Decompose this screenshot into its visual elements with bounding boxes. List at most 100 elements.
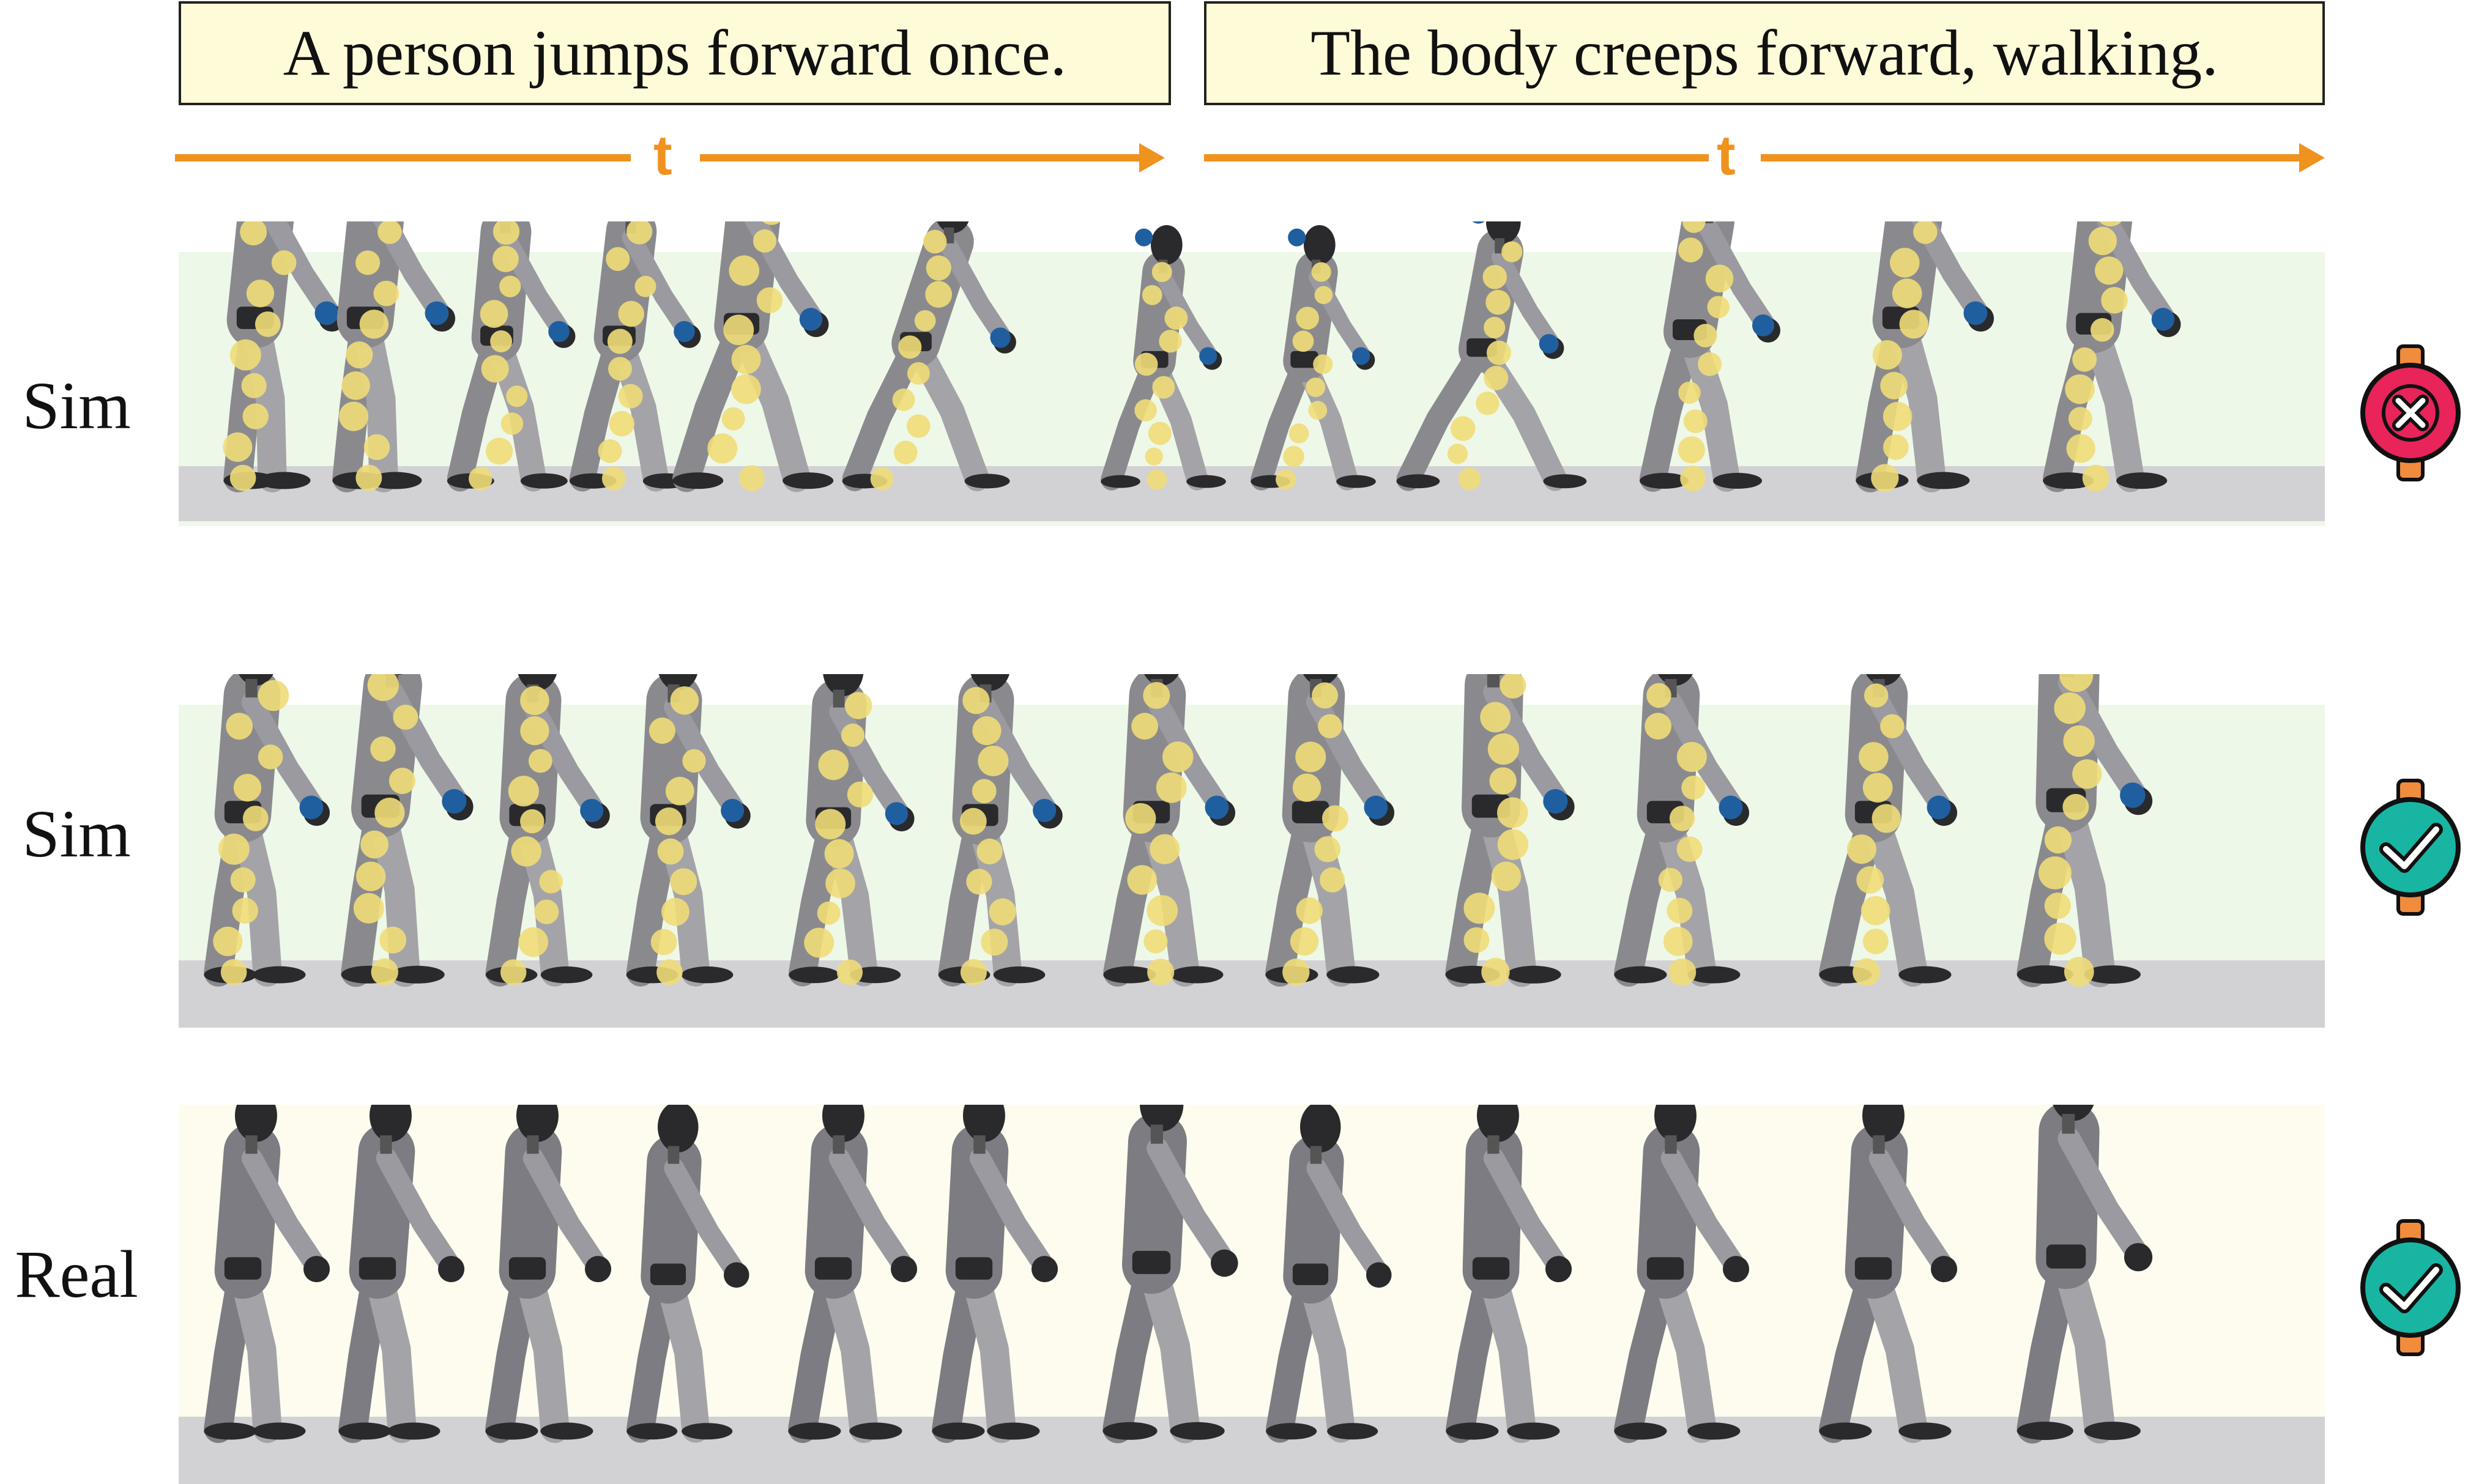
trace-marker <box>511 836 541 867</box>
trace-marker <box>1707 295 1730 319</box>
trace-marker <box>490 330 513 352</box>
trace-marker <box>1486 340 1511 365</box>
trace-marker <box>907 362 930 385</box>
trace-marker <box>634 275 656 297</box>
trace-marker <box>656 959 683 985</box>
trace-marker <box>339 401 369 431</box>
robot-figure <box>1640 221 1780 492</box>
trace-marker <box>213 926 243 957</box>
trace-marker <box>371 958 398 986</box>
trace-marker <box>1147 959 1175 986</box>
trace-marker <box>1491 861 1522 891</box>
trace-marker <box>2044 826 2072 854</box>
trace-marker <box>753 229 776 253</box>
trace-marker <box>246 280 275 308</box>
target-marker <box>990 327 1011 348</box>
trace-marker <box>1145 447 1163 466</box>
trace-marker <box>762 221 781 225</box>
sim-panel-row-2 <box>179 674 2325 1052</box>
row-label-sim-2: Sim <box>22 796 131 871</box>
trace-marker <box>1152 376 1175 399</box>
trace-marker <box>1693 324 1717 347</box>
trace-marker <box>388 767 416 795</box>
trace-marker <box>1313 354 1333 374</box>
robot-figure <box>1614 674 1750 987</box>
trace-marker <box>841 723 864 747</box>
trace-marker <box>1156 772 1187 803</box>
trace-marker <box>492 221 520 245</box>
robot-figure <box>1819 1105 1958 1443</box>
trace-marker <box>520 809 545 834</box>
trace-marker <box>1288 423 1309 443</box>
trace-marker <box>1451 416 1476 441</box>
ground-plane <box>179 1417 2325 1484</box>
trace-marker <box>1681 776 1706 800</box>
trace-marker <box>500 412 524 435</box>
trace-marker <box>836 959 863 985</box>
trace-marker <box>2072 759 2102 789</box>
timeline-t-label: t <box>1717 124 1736 187</box>
trace-marker <box>1890 248 1920 278</box>
trace-marker <box>1143 929 1168 954</box>
trace-marker <box>1487 733 1520 765</box>
trace-marker <box>1150 834 1180 864</box>
caption-left: A person jumps forward once. <box>179 1 1171 105</box>
trace-marker <box>1447 443 1468 464</box>
trace-marker <box>229 339 261 371</box>
trace-marker <box>1853 958 1881 986</box>
trace-marker <box>1463 927 1490 953</box>
target-marker <box>1719 795 1743 820</box>
trace-marker <box>1676 836 1703 863</box>
trace-marker <box>817 901 841 925</box>
trace-marker <box>844 692 872 719</box>
trace-marker <box>242 403 269 429</box>
trace-marker <box>825 868 855 899</box>
trace-marker <box>1899 310 1928 339</box>
trace-marker <box>1480 702 1511 733</box>
trace-marker <box>892 388 915 411</box>
trace-marker <box>1147 469 1167 490</box>
arrowhead-icon <box>1139 143 1165 173</box>
trace-marker <box>1127 865 1158 895</box>
trace-marker <box>1705 264 1734 293</box>
x-mark-icon <box>2395 398 2426 428</box>
target-marker <box>1927 795 1951 820</box>
trace-marker <box>606 247 630 271</box>
trace-marker <box>1663 927 1693 956</box>
trace-marker <box>1860 896 1890 926</box>
trace-marker <box>1282 959 1310 986</box>
trace-marker <box>374 798 405 828</box>
real-panel-row-3 <box>179 1105 2325 1484</box>
trace-marker <box>379 926 407 954</box>
trace-marker <box>707 433 738 464</box>
robot-figure <box>338 1105 465 1443</box>
trace-marker <box>1856 866 1884 894</box>
trace-marker <box>847 781 874 808</box>
trace-marker <box>601 467 626 491</box>
trace-marker <box>367 674 399 702</box>
check-icon <box>2355 1217 2466 1358</box>
trace-marker <box>1862 773 1893 803</box>
trace-marker <box>2082 464 2109 492</box>
trace-marker <box>925 281 953 308</box>
trace-marker <box>756 287 783 314</box>
trace-marker <box>373 280 400 306</box>
trace-marker <box>1321 805 1348 832</box>
target-marker <box>1199 347 1217 365</box>
trace-marker <box>1871 804 1901 833</box>
trace-marker <box>1320 867 1345 893</box>
timeline-line <box>1204 154 1709 161</box>
robot-figure <box>788 1105 918 1443</box>
trace-marker <box>518 927 549 957</box>
target-marker <box>1135 228 1153 247</box>
trace-marker <box>607 328 633 354</box>
trace-marker <box>1295 741 1326 773</box>
trace-marker <box>972 779 997 804</box>
trace-marker <box>1314 286 1333 305</box>
robot-figure <box>1266 1105 1392 1443</box>
trace-marker <box>1880 372 1908 399</box>
trace-marker <box>1489 767 1517 795</box>
target-marker <box>1288 228 1306 247</box>
trace-marker <box>1682 221 1706 233</box>
trace-marker <box>232 897 258 924</box>
